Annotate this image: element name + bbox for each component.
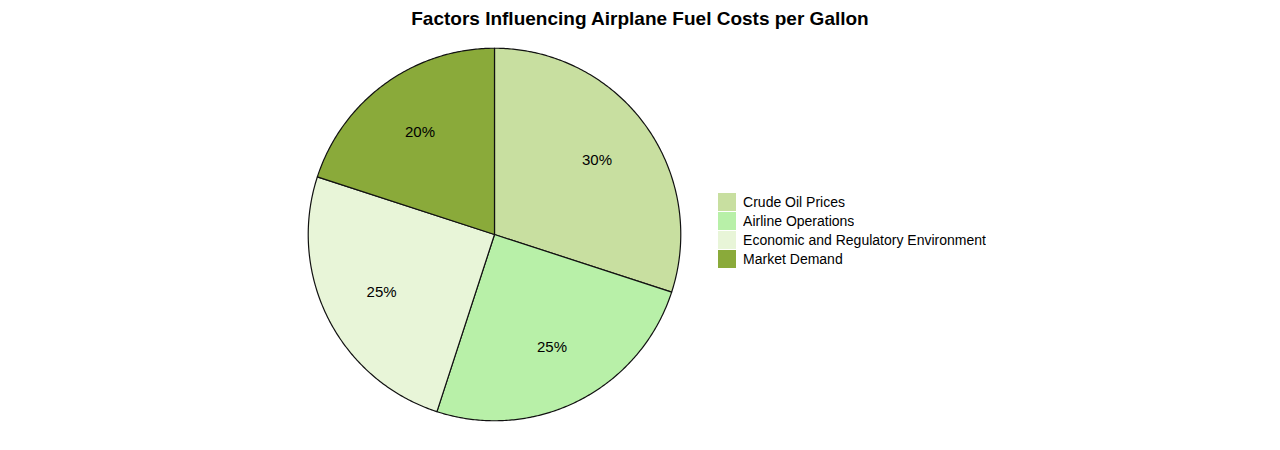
html-text:Airline Operations: Airline Operations [743,212,855,229]
svg-text:25%: 25% [537,338,567,355]
svg-text:25%: 25% [367,283,397,300]
html-text:Market Demand: Market Demand [743,250,843,267]
html-text:Economic and Regulatory Enviro: Economic and Regulatory Environment [743,231,986,248]
html-text:Crude Oil Prices: Crude Oil Prices [743,193,845,210]
svg-text:30%: 30% [582,151,612,168]
html-text:Factors Influencing Airplane F: Factors Influencing Airplane Fuel Costs … [411,8,869,29]
svg-text:20%: 20% [405,123,435,140]
